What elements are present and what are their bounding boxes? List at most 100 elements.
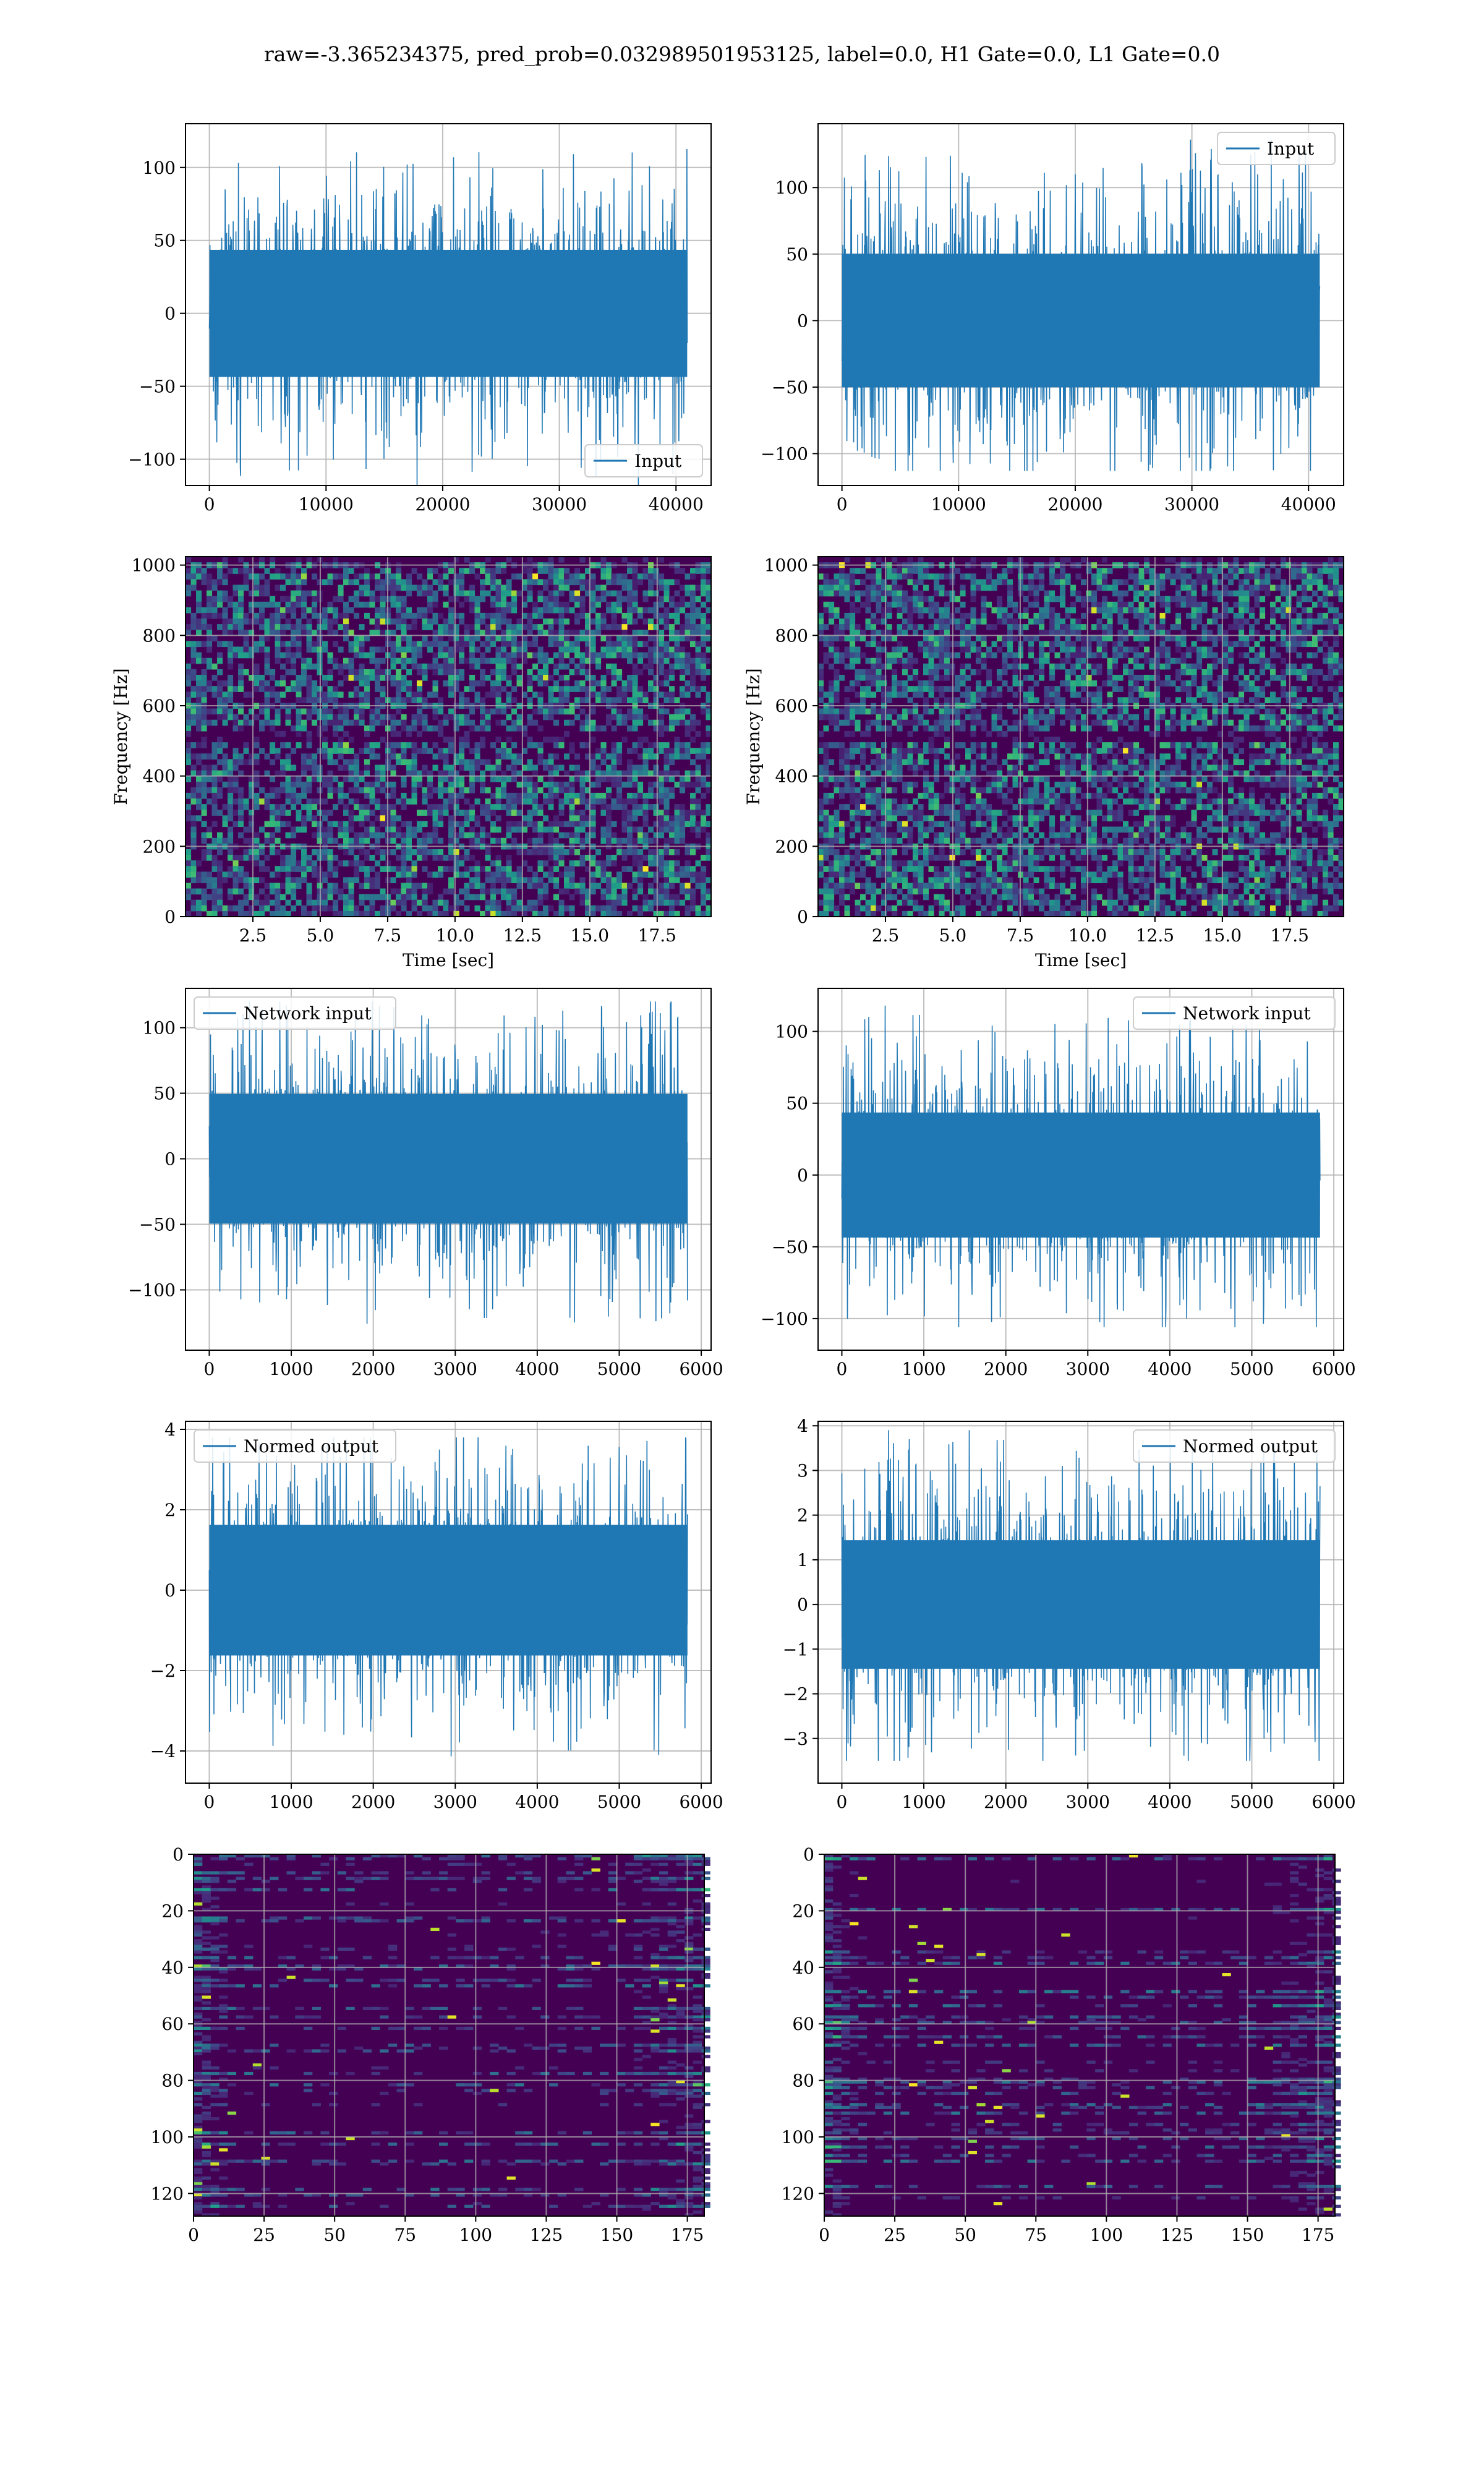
x-tick-label: 6000	[679, 1359, 723, 1379]
y-tick-label: 50	[786, 1094, 808, 1114]
series-core-band	[209, 1525, 688, 1656]
legend-entry-label: Normed output	[1183, 1436, 1318, 1457]
y-tick-label: 0	[797, 310, 808, 331]
x-tick-label: 0	[204, 1792, 215, 1812]
legend-box	[1133, 996, 1336, 1030]
y-tick-label: 0	[164, 1149, 176, 1170]
y-tick-label: 400	[143, 766, 176, 787]
x-tick-label: 20000	[1047, 494, 1102, 515]
y-tick-label: 0	[164, 907, 176, 927]
legend-p1: Input	[584, 444, 703, 477]
y-tick-label: 1000	[764, 555, 808, 576]
y-tick-label: 2	[164, 1500, 176, 1520]
legend-box	[1133, 1429, 1336, 1463]
y-tick-label: 100	[775, 178, 808, 198]
x-tick-label: 10000	[299, 494, 354, 515]
series-core-band	[209, 1094, 688, 1224]
x-tick-label: 4000	[1148, 1792, 1192, 1812]
axes-frame-p9	[193, 1854, 705, 2217]
x-tick-label: 2.5	[239, 925, 267, 946]
x-tick-label: 3000	[433, 1792, 477, 1812]
y-tick-label: 100	[775, 1022, 808, 1042]
x-tick-label: 30000	[532, 494, 587, 515]
x-tick-label: 150	[600, 2225, 633, 2245]
x-tick-label: 75	[394, 2225, 416, 2245]
legend-p7: Normed output	[194, 1429, 396, 1463]
y-tick-label: 400	[775, 766, 808, 787]
legend-box	[194, 996, 396, 1030]
y-tick-label: 600	[775, 696, 808, 716]
heatmap-cells-p3	[186, 557, 712, 917]
y-tick-label: −2	[150, 1661, 176, 1681]
x-tick-label: 5.0	[939, 925, 967, 946]
y-tick-label: 40	[792, 1958, 814, 1978]
axes-frame-p7	[185, 1421, 712, 1784]
heatmap-background	[194, 1854, 704, 2216]
legend-box	[1217, 132, 1336, 165]
axes-p10: 0 25 50 75 100 125 150 175 0 20 40 60 80 100 120	[782, 1844, 1341, 2245]
y-tick-label: 0	[164, 304, 176, 324]
x-tick-label: 0	[837, 1792, 848, 1812]
x-tick-label: 12.5	[1136, 925, 1174, 946]
y-axis-label: Frequency [Hz]	[743, 668, 764, 805]
x-tick-label: 30000	[1164, 494, 1219, 515]
x-tick-label: 100	[1090, 2225, 1123, 2245]
y-tick-label: 0	[803, 1844, 814, 1865]
axes-p3: 2.5 5.0 7.5 10.0 12.5 15.0 17.5 0 200 400 600 800 10…	[111, 555, 712, 970]
x-tick-label: 1000	[902, 1359, 945, 1379]
y-tick-label: −100	[128, 450, 176, 470]
y-tick-label: −3	[783, 1729, 808, 1749]
x-tick-label: 175	[671, 2225, 704, 2245]
x-tick-label: 5000	[1230, 1359, 1274, 1379]
y-tick-label: 800	[775, 625, 808, 646]
y-tick-label: 100	[143, 158, 176, 178]
y-tick-label: 2	[797, 1505, 808, 1526]
axes-frame-p4	[817, 556, 1344, 917]
x-tick-label: 125	[1161, 2225, 1193, 2245]
axes-frame-p6	[817, 988, 1344, 1351]
x-tick-label: 25	[253, 2225, 275, 2245]
x-tick-label: 0	[204, 494, 215, 515]
y-tick-label: 200	[775, 836, 808, 857]
axes-p2: 0 10000 20000 30000 40000 −100 −50 0 50 100 Input	[761, 123, 1344, 515]
legend-p5: Network input	[194, 996, 396, 1030]
x-tick-label: 0	[188, 2225, 199, 2245]
axes-frame-p8	[817, 1421, 1344, 1784]
y-tick-label: 0	[797, 1165, 808, 1186]
y-tick-label: 20	[792, 1901, 814, 1921]
x-tick-label: 150	[1231, 2225, 1264, 2245]
legend-box	[194, 1429, 396, 1463]
y-tick-label: 1000	[132, 555, 176, 576]
x-tick-label: 0	[204, 1359, 215, 1379]
y-tick-label: −100	[128, 1280, 176, 1301]
y-tick-label: 50	[786, 244, 808, 265]
y-tick-label: 120	[782, 2183, 814, 2204]
y-tick-label: 80	[792, 2071, 814, 2091]
legend-entry-label: Input	[634, 451, 682, 471]
x-tick-label: 100	[459, 2225, 492, 2245]
axes-frame-p5	[185, 988, 712, 1351]
legend-box	[584, 444, 703, 477]
x-tick-label: 3000	[1066, 1792, 1110, 1812]
x-tick-label: 17.5	[638, 925, 676, 946]
axes-frame-p3	[185, 556, 712, 917]
y-tick-label: 100	[782, 2127, 814, 2147]
x-axis-label: Time [sec]	[1035, 950, 1127, 970]
y-tick-label: 1	[797, 1550, 808, 1570]
x-tick-label: 6000	[1311, 1359, 1355, 1379]
y-tick-label: 0	[797, 907, 808, 927]
y-tick-label: −50	[139, 377, 176, 397]
x-tick-label: 10.0	[1068, 925, 1107, 946]
x-axis-label: Time [sec]	[403, 950, 494, 970]
x-tick-label: 125	[530, 2225, 563, 2245]
x-tick-label: 5000	[597, 1359, 641, 1379]
y-tick-label: 0	[797, 1594, 808, 1615]
y-tick-label: 80	[161, 2071, 184, 2091]
x-tick-label: 50	[954, 2225, 976, 2245]
axes-frame-p1	[185, 123, 712, 486]
x-tick-label: 25	[884, 2225, 906, 2245]
x-tick-label: 4000	[1148, 1359, 1192, 1379]
x-tick-label: 2.5	[872, 925, 900, 946]
series-core-band	[842, 1112, 1320, 1238]
